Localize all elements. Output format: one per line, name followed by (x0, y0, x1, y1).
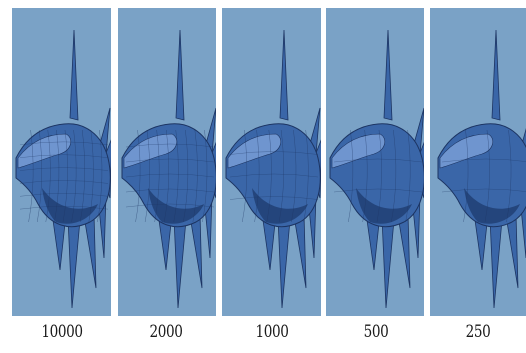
caption-1000: 1000 (255, 322, 289, 342)
caption-2000: 2000 (149, 322, 183, 342)
caption-10000: 10000 (41, 322, 83, 342)
mesh-panel-2000 (118, 8, 216, 316)
mesh-panel-10000 (12, 8, 111, 316)
fish-mesh-icon (225, 29, 321, 309)
caption-250: 250 (465, 322, 491, 342)
caption-500: 500 (363, 322, 389, 342)
mesh-panel-250 (430, 8, 526, 316)
panel-row (0, 8, 526, 316)
fish-mesh-icon (329, 29, 424, 309)
fish-mesh-icon (437, 29, 526, 309)
fish-mesh-icon (15, 29, 111, 309)
mesh-panel-500 (326, 8, 424, 316)
mesh-panel-1000 (222, 8, 321, 316)
fish-mesh-icon (121, 29, 216, 309)
